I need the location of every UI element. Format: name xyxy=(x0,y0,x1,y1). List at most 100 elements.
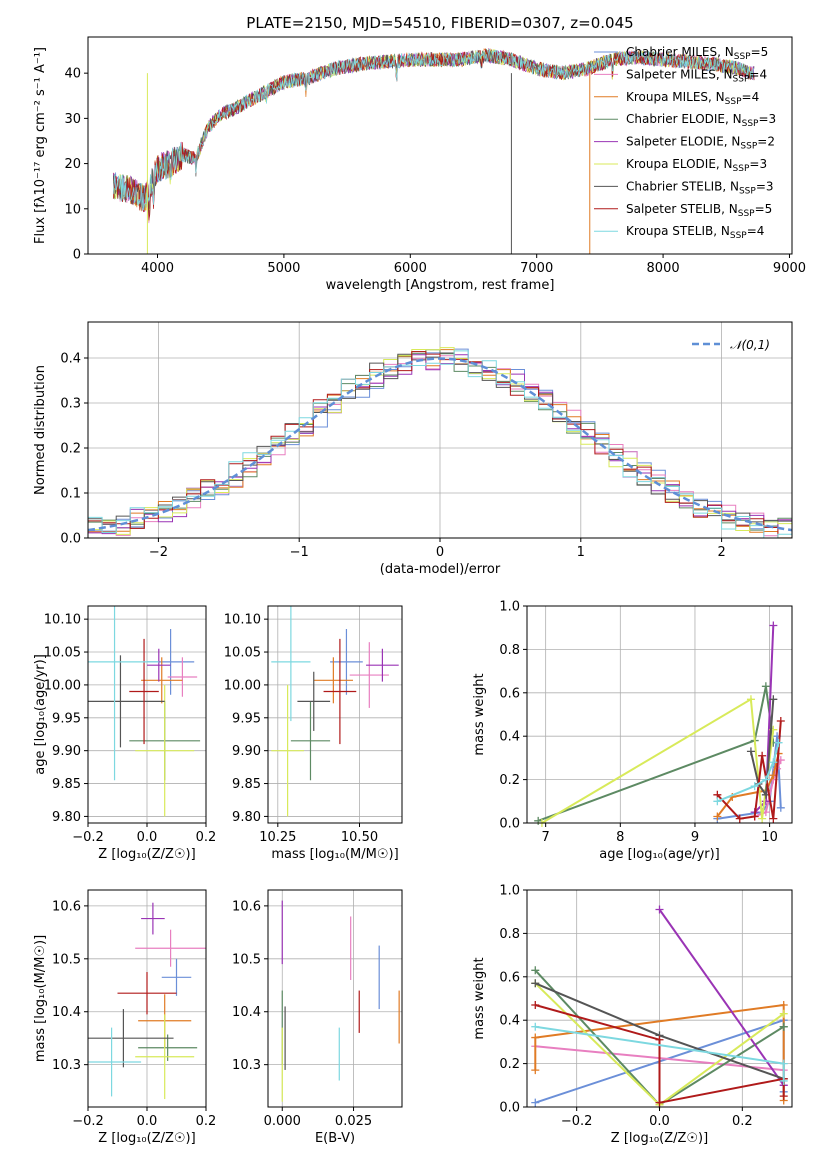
y-tick-label: 10.6 xyxy=(232,899,261,914)
y-tick-label: 9.80 xyxy=(232,810,261,825)
y-tick-label: 0.2 xyxy=(499,1057,520,1072)
y-tick-label: 0.2 xyxy=(499,773,520,788)
x-tick-label: 0.2 xyxy=(196,1114,217,1129)
data-marker xyxy=(779,1022,788,1031)
legend-entry: Salpeter ELODIE, NSSP=2 xyxy=(626,135,775,152)
data-marker xyxy=(779,1009,788,1018)
y-tick-label: 10.00 xyxy=(44,678,81,693)
x-tick-label: 8000 xyxy=(647,261,680,276)
x-tick-label: 10.25 xyxy=(259,830,296,845)
legend-entry: Kroupa ELODIE, NSSP=3 xyxy=(626,157,767,174)
data-marker xyxy=(769,758,778,767)
data-marker xyxy=(713,812,722,821)
x-tick-label: 0.0 xyxy=(137,1114,158,1129)
data-marker xyxy=(746,747,755,756)
x-axis-label: Z [log₁₀(Z/Z☉)] xyxy=(611,1131,708,1146)
y-tick-label: 0.0 xyxy=(499,1101,520,1116)
x-tick-label: 0.0 xyxy=(649,1114,670,1129)
y-tick-label: 9.95 xyxy=(232,711,261,726)
y-tick-label: 0.8 xyxy=(499,643,520,658)
y-tick-label: 0.0 xyxy=(499,817,520,832)
data-marker xyxy=(531,1066,540,1075)
data-marker xyxy=(655,905,664,914)
x-tick-label: 0 xyxy=(436,545,444,560)
data-marker xyxy=(779,1076,788,1085)
residual-histogram-9 xyxy=(88,350,792,538)
data-marker xyxy=(531,979,540,988)
data-marker xyxy=(776,717,785,726)
data-marker xyxy=(776,803,785,812)
x-axis-label: (data-model)/error xyxy=(380,562,501,577)
x-tick-label: 9 xyxy=(691,830,699,845)
y-tick-label: 30 xyxy=(64,112,81,127)
panel-2: −2 −1 0 1 2 0.0 0.1 0.2 0.3 0.4 (data-model)/error… xyxy=(33,321,793,577)
panel-1: 4000 5000 6000 7000 8000 9000 0 10 20 30 40 wavelen… xyxy=(33,36,806,293)
y-axis-label: mass weight xyxy=(472,957,487,1039)
x-tick-label: 0.025 xyxy=(335,1114,372,1129)
data-marker xyxy=(531,1022,540,1031)
y-axis-label: age [log₁₀(age/yr)] xyxy=(33,654,48,775)
x-tick-label: −0.2 xyxy=(72,1114,104,1129)
figure-title: PLATE=2150, MJD=54510, FIBERID=0307, z=0… xyxy=(246,14,633,32)
y-tick-label: 9.80 xyxy=(52,810,81,825)
panel-6: −0.2 0.0 0.2 10.3 10.4 10.5 10.6 Z [log₁₀(Z/Z☉)… xyxy=(33,889,217,1146)
y-tick-label: 0.4 xyxy=(60,352,81,367)
legend-entry: Kroupa STELIB, NSSP=4 xyxy=(626,224,764,241)
data-marker xyxy=(750,782,759,791)
x-tick-label: 0.2 xyxy=(732,1114,753,1129)
data-marker xyxy=(531,966,540,975)
data-marker xyxy=(531,1033,540,1042)
y-tick-label: 1.0 xyxy=(499,884,520,899)
legend-entry: Salpeter STELIB, NSSP=5 xyxy=(626,202,772,219)
x-tick-label: 9000 xyxy=(773,261,806,276)
x-tick-label: 7000 xyxy=(520,261,553,276)
x-axis-label: E(B-V) xyxy=(315,1131,355,1146)
y-tick-label: 10.05 xyxy=(44,646,81,661)
x-tick-label: 4000 xyxy=(141,261,174,276)
mass-weight-line-7 xyxy=(749,699,775,798)
x-tick-label: 0.2 xyxy=(196,830,217,845)
data-marker xyxy=(769,621,778,630)
plots-layer: 4000 5000 6000 7000 8000 9000010203040wavelen… xyxy=(33,36,806,1146)
y-tick-label: 10.6 xyxy=(52,899,81,914)
data-marker xyxy=(769,695,778,704)
data-marker xyxy=(779,1092,788,1101)
data-marker xyxy=(761,682,770,691)
y-tick-label: 0.4 xyxy=(499,730,520,745)
y-tick-label: 0.8 xyxy=(499,927,520,942)
data-marker xyxy=(769,814,778,823)
y-tick-label: 9.85 xyxy=(52,777,81,792)
data-marker xyxy=(758,814,767,823)
data-marker xyxy=(655,1035,664,1044)
data-marker xyxy=(746,695,755,704)
x-tick-label: 10.50 xyxy=(341,830,378,845)
data-marker xyxy=(758,751,767,760)
normal-curve xyxy=(87,357,793,532)
x-tick-label: 8 xyxy=(616,830,624,845)
y-tick-label: 0.2 xyxy=(60,442,81,457)
data-marker xyxy=(735,814,744,823)
x-tick-label: −1 xyxy=(290,545,309,560)
panel-5: 7 8 9 10 0.0 0.2 0.4 0.6 0.8 1.0 age [log₁₀(age/yr… xyxy=(472,600,793,862)
x-tick-label: −2 xyxy=(149,545,168,560)
spectrum-9 xyxy=(112,49,755,211)
y-tick-label: 0 xyxy=(73,248,81,263)
x-axis-label: age [log₁₀(age/yr)] xyxy=(599,847,720,862)
panel-8: −0.2 0.0 0.2 0.0 0.2 0.4 0.6 0.8 1.0 Z [log₁₀(Z/Z… xyxy=(472,884,793,1146)
data-marker xyxy=(750,812,759,821)
legend-entry: Chabrier ELODIE, NSSP=3 xyxy=(626,112,776,129)
y-axis-label: Flux [fλ10⁻¹⁷ erg cm⁻² s⁻¹ A⁻¹] xyxy=(33,47,48,244)
axes-frame xyxy=(526,605,793,824)
y-tick-label: 10.4 xyxy=(232,1005,261,1020)
legend-entry: 𝒩(0,1) xyxy=(730,338,770,352)
x-tick-label: −0.2 xyxy=(72,830,104,845)
y-tick-label: 9.95 xyxy=(52,711,81,726)
y-axis-label: mass [log₁₀(M/M☉)] xyxy=(33,935,48,1062)
x-tick-label: 2 xyxy=(717,545,725,560)
x-tick-label: 7 xyxy=(542,830,550,845)
x-axis-label: Z [log₁₀(Z/Z☉)] xyxy=(98,1131,195,1146)
legend-entry: Chabrier MILES, NSSP=5 xyxy=(626,45,768,62)
panel-4: 10.25 10.50 9.80 9.85 9.90 9.95 10.00 10.05 10.1… xyxy=(224,605,403,862)
x-tick-label: 5000 xyxy=(267,261,300,276)
